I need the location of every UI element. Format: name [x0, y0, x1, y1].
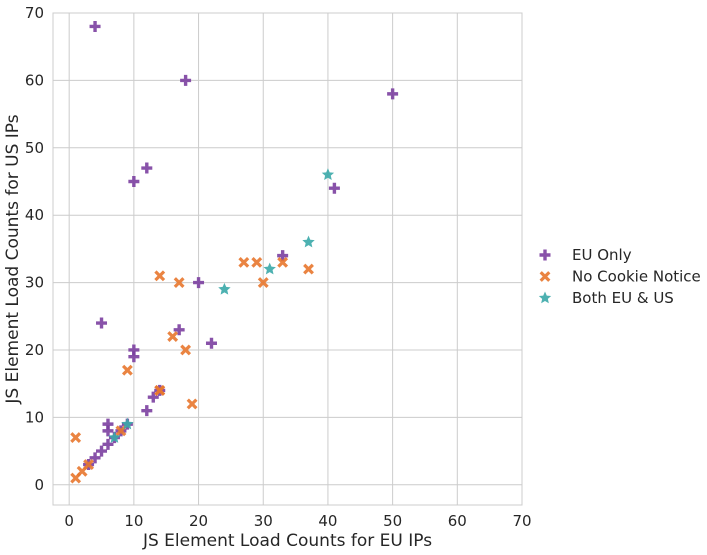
y-tick-label: 60	[25, 71, 44, 89]
legend: EU Only No Cookie Notice Both EU & US	[538, 246, 701, 307]
data-point	[186, 398, 198, 410]
x-tick-label: 60	[448, 512, 467, 530]
data-point	[303, 263, 314, 275]
series-2	[108, 168, 335, 443]
data-point	[70, 432, 82, 444]
data-point	[173, 324, 185, 336]
data-point	[96, 445, 108, 457]
y-axis-label: JS Element Load Counts for US IPs	[3, 114, 23, 404]
data-point	[180, 344, 192, 356]
data-point	[96, 317, 108, 329]
legend-marker	[539, 249, 551, 261]
data-point	[387, 88, 399, 100]
legend-item: No Cookie Notice	[539, 268, 701, 286]
data-point	[154, 270, 166, 282]
data-point	[205, 337, 217, 349]
data-point	[263, 262, 276, 275]
data-point	[302, 235, 315, 248]
x-tick-label: 70	[512, 512, 531, 530]
data-point	[238, 256, 250, 268]
data-point	[102, 418, 114, 430]
data-point	[128, 351, 140, 363]
legend-label: No Cookie Notice	[572, 268, 701, 286]
x-axis-label: JS Element Load Counts for EU IPs	[142, 531, 432, 551]
data-point	[128, 344, 140, 356]
legend-item: EU Only	[539, 246, 632, 264]
data-point	[89, 452, 101, 464]
legend-item: Both EU & US	[538, 289, 674, 307]
legend-label: EU Only	[572, 246, 632, 264]
data-point	[277, 250, 289, 262]
data-point	[89, 20, 101, 32]
data-point	[83, 459, 95, 470]
legend-marker	[539, 271, 551, 282]
series-0	[83, 20, 399, 471]
data-point	[102, 425, 114, 437]
data-point	[141, 405, 153, 417]
data-point	[141, 162, 153, 174]
data-point	[121, 417, 134, 430]
data-point	[147, 391, 159, 403]
data-point	[173, 277, 185, 289]
data-point	[321, 168, 335, 181]
plot-frame	[52, 12, 523, 506]
legend-marker	[538, 291, 552, 304]
y-tick-label: 20	[25, 341, 44, 359]
x-tick-label: 50	[383, 512, 402, 530]
data-point	[102, 438, 114, 450]
data-point	[328, 182, 340, 194]
data-point	[121, 364, 133, 376]
y-tick-label: 0	[34, 476, 44, 494]
x-tick-label: 10	[124, 512, 143, 530]
data-point	[154, 384, 166, 396]
y-tick-label: 50	[25, 139, 44, 157]
data-point	[167, 331, 179, 342]
y-tick-label: 40	[25, 206, 44, 224]
data-point	[251, 256, 263, 268]
data-point	[108, 431, 121, 443]
x-tick-label: 20	[189, 512, 208, 530]
data-point	[115, 425, 127, 437]
data-points	[70, 20, 399, 484]
y-tick-label: 10	[25, 408, 44, 426]
x-tick-label: 30	[254, 512, 273, 530]
data-point	[180, 74, 192, 86]
data-point	[128, 175, 140, 187]
data-point	[257, 277, 269, 289]
y-tick-label: 70	[25, 4, 44, 22]
x-axis-ticks: 0 10 20 30 40 50 60 70	[64, 512, 531, 530]
data-point	[218, 282, 231, 295]
x-tick-label: 0	[64, 512, 74, 530]
legend-label: Both EU & US	[572, 289, 674, 307]
series-1	[70, 256, 314, 484]
y-axis-ticks: 0 10 20 30 40 50 60 70	[25, 4, 44, 494]
data-point	[277, 256, 289, 268]
y-tick-label: 30	[25, 274, 44, 292]
data-point	[193, 277, 205, 289]
x-tick-label: 40	[318, 512, 337, 530]
